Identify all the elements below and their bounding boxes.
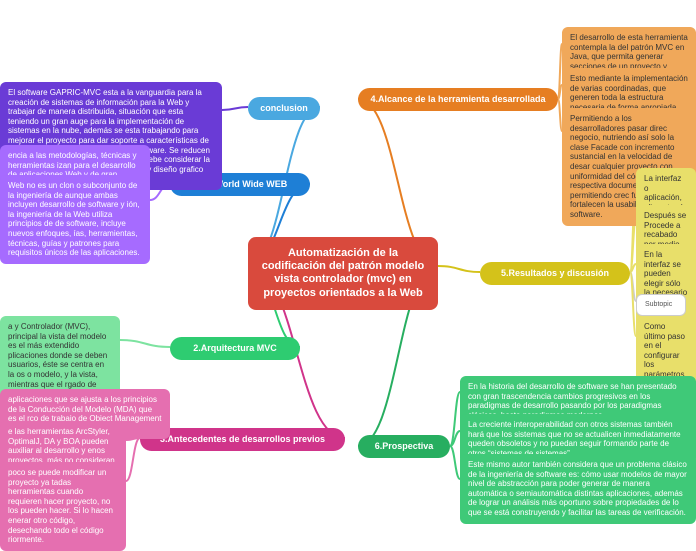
section-sc[interactable]: conclusion (248, 97, 320, 120)
edge (126, 438, 140, 481)
note-n6c[interactable]: Este mismo autor también considera que u… (460, 454, 696, 524)
edge (450, 446, 460, 479)
note-n1b[interactable]: Web no es un clon o subconjunto de la in… (0, 175, 150, 264)
note-n3c[interactable]: poco se puede modificar un proyecto ya t… (0, 462, 126, 551)
edge (120, 340, 170, 347)
section-s4[interactable]: 4.Alcance de la herramienta desarrollada (358, 88, 558, 111)
section-s2[interactable]: 2.Arquitectura MVC (170, 337, 300, 360)
edge (222, 107, 248, 110)
edge (438, 266, 480, 272)
section-s6[interactable]: 6.Prospectiva (358, 435, 450, 458)
note-n5d[interactable]: Subtopic (636, 294, 686, 316)
edge (450, 392, 460, 446)
section-s3[interactable]: 3.Antecedentes de desarrollos previos (140, 428, 345, 451)
section-s5[interactable]: 5.Resultados y discusión (480, 262, 630, 285)
center-topic[interactable]: Automatización de la codificación del pa… (248, 237, 438, 310)
edge (450, 431, 460, 446)
